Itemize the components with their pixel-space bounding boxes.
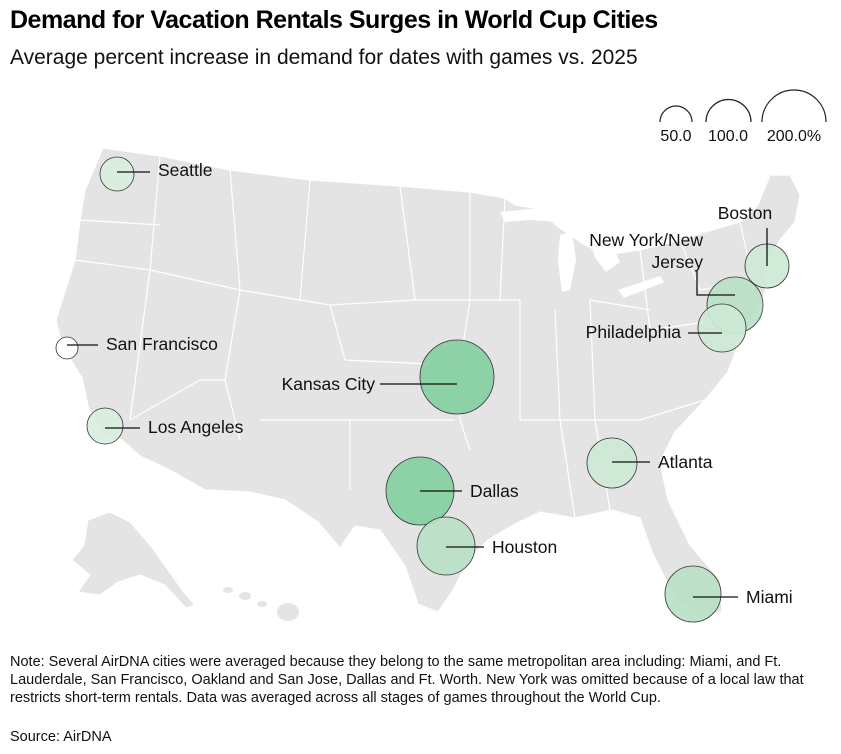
lake-michigan [558, 232, 576, 292]
label-miami: Miami [746, 587, 793, 607]
legend-arc-100 [705, 98, 752, 123]
bubble-los-angeles[interactable] [86, 407, 124, 445]
label-new-york-line1: New York/New [589, 230, 703, 250]
label-los-angeles: Los Angeles [148, 417, 244, 437]
bubble-atlanta[interactable] [586, 437, 638, 489]
size-legend: 50.0 100.0 200.0% [659, 89, 827, 145]
lake-huron [590, 240, 620, 272]
legend-arc-200 [761, 89, 827, 123]
alaska-landmass [71, 511, 196, 609]
leader-lines [67, 171, 768, 598]
bubble-houston[interactable] [416, 516, 476, 576]
label-san-francisco: San Francisco [106, 334, 218, 354]
bubble-san-francisco[interactable] [55, 336, 79, 360]
legend-arc-50 [659, 105, 693, 123]
label-houston: Houston [492, 537, 557, 557]
bubble-kansas-city[interactable] [419, 339, 495, 415]
lake-superior [500, 208, 575, 222]
label-new-york-line2: Jersey [651, 252, 703, 272]
city-bubbles [55, 156, 790, 623]
legend-label-100: 100.0 [708, 128, 748, 145]
label-dallas: Dallas [470, 481, 519, 501]
bubble-miami[interactable] [664, 565, 722, 623]
footnote: Note: Several AirDNA cities were average… [10, 654, 804, 706]
city-labels: Seattle San Francisco Los Angeles Kansas… [106, 160, 793, 607]
label-kansas-city: Kansas City [282, 374, 376, 394]
bubble-philadelphia[interactable] [697, 303, 747, 353]
lake-erie [618, 276, 664, 298]
legend-label-200: 200.0% [767, 128, 821, 145]
label-philadelphia: Philadelphia [586, 322, 682, 342]
source-line: Source: AirDNA [10, 729, 112, 745]
us-map: 50.0 100.0 200.0% Seattle San Francisco [55, 89, 827, 623]
hawaii-islands [223, 587, 299, 621]
label-seattle: Seattle [158, 160, 212, 180]
label-boston: Boston [718, 203, 772, 223]
legend-label-50: 50.0 [660, 128, 691, 145]
label-atlanta: Atlanta [658, 452, 713, 472]
bubble-seattle[interactable] [99, 156, 135, 192]
chart-title: Demand for Vacation Rentals Surges in Wo… [10, 6, 658, 34]
chart-subtitle: Average percent increase in demand for d… [10, 46, 638, 69]
